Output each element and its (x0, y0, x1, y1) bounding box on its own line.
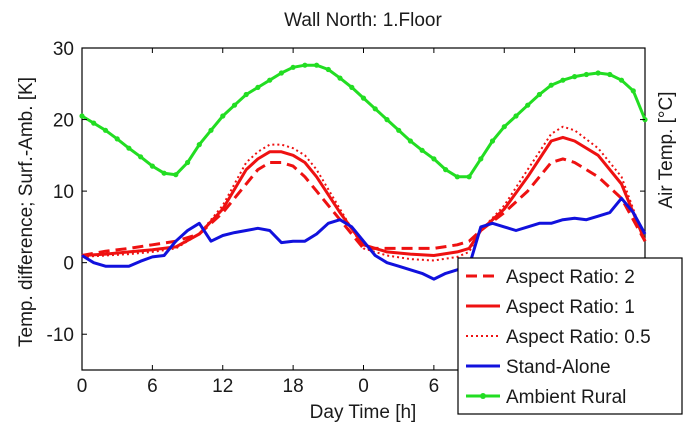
chart-title: Wall North: 1.Floor (284, 10, 442, 31)
series-marker-4 (349, 84, 355, 90)
series-marker-4 (419, 147, 425, 153)
series-marker-4 (161, 170, 167, 176)
series-marker-4 (489, 138, 496, 144)
series-marker-4 (396, 127, 402, 133)
series-marker-4 (79, 113, 85, 119)
series-marker-4 (466, 174, 472, 180)
y-tick-label: -10 (47, 325, 74, 346)
series-marker-4 (255, 84, 261, 90)
x-tick-label: 0 (77, 376, 88, 397)
x-tick-label: 6 (147, 376, 158, 397)
x-tick-label: 12 (212, 376, 233, 397)
series-marker-4 (337, 75, 343, 81)
series-marker-4 (372, 106, 378, 112)
series-marker-4 (583, 71, 590, 78)
series-marker-4 (572, 74, 578, 80)
series-marker-4 (360, 95, 367, 101)
series-marker-4 (618, 77, 625, 83)
series-line-3 (81, 196, 647, 281)
y-tick-label: 20 (53, 111, 74, 132)
y-tick-label: 0 (63, 254, 74, 275)
x-axis-label: Day Time [h] (310, 402, 417, 423)
series-marker-4 (478, 156, 484, 162)
series-marker-4 (407, 138, 413, 144)
series-marker-4 (607, 71, 613, 78)
series-layer (79, 62, 648, 281)
series-marker-4 (290, 64, 296, 70)
series-marker-4 (278, 70, 284, 76)
legend-label: Aspect Ratio: 1 (506, 297, 635, 318)
series-marker-4 (630, 88, 636, 94)
y-tick-label: 30 (53, 39, 74, 60)
series-marker-4 (114, 136, 120, 142)
series-marker-4 (208, 127, 214, 133)
series-marker-4 (454, 174, 460, 180)
series-line-2 (81, 125, 646, 262)
series-marker-4 (220, 113, 226, 119)
y-axis-label-right: Air Temp. [°C] (656, 91, 677, 208)
series-marker-4 (302, 62, 308, 68)
series-marker-4 (501, 124, 507, 130)
series-marker-4 (548, 82, 554, 88)
series-marker-4 (267, 77, 273, 83)
legend-marker (480, 393, 486, 399)
y-tick-label: 10 (53, 182, 74, 203)
legend-label: Stand-Alone (506, 357, 611, 378)
series-marker-4 (525, 102, 531, 108)
series-marker-4 (595, 70, 601, 76)
series-marker-4 (91, 120, 97, 126)
series-marker-4 (243, 91, 249, 98)
series-marker-4 (185, 159, 191, 166)
series-marker-4 (314, 62, 320, 68)
series-marker-4 (126, 145, 132, 151)
x-tick-label: 18 (283, 376, 304, 397)
series-marker-4 (138, 154, 144, 160)
x-tick-label: 6 (429, 376, 440, 397)
series-marker-4 (536, 91, 543, 98)
series-marker-4 (560, 77, 566, 83)
legend-label: Aspect Ratio: 2 (506, 267, 635, 288)
legend-label: Aspect Ratio: 0.5 (506, 327, 651, 348)
series-marker-4 (431, 156, 437, 162)
series-marker-4 (325, 66, 331, 73)
series-marker-4 (231, 102, 238, 108)
series-marker-4 (196, 142, 202, 148)
x-tick-label: 0 (358, 376, 369, 397)
legend-label: Ambient Rural (506, 387, 626, 408)
legend: Aspect Ratio: 2 Aspect Ratio: 1 Aspect Rat… (457, 257, 683, 415)
series-marker-4 (513, 113, 519, 119)
series-marker-4 (102, 127, 109, 133)
legend-box (457, 257, 683, 415)
series-marker-4 (443, 167, 449, 173)
series-marker-4 (149, 163, 155, 169)
series-marker-4 (173, 172, 179, 178)
y-axis-label: Temp. difference; Surf.-Amb. [K] (16, 77, 37, 347)
series-marker-4 (384, 117, 390, 123)
